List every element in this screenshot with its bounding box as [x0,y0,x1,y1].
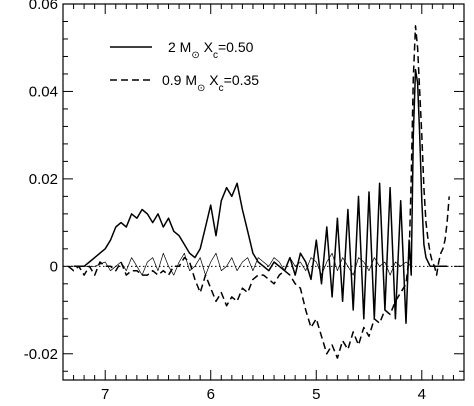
x-tick-label: 5 [312,386,320,403]
legend-label-dashed: 0.9 M⊙ Xc=0.35 [162,72,259,94]
tick-group [63,3,464,380]
x-tick-label: 6 [207,386,215,403]
series-line-thin [84,252,412,276]
plot-frame [62,3,465,381]
y-tick-label: 0.02 [29,171,58,188]
x-tick-label: 4 [418,386,426,403]
tick-label-group: 7 6 5 4 -0.02 0 0.02 0.04 0.06 [24,0,426,403]
x-tick-label: 7 [101,386,109,403]
y-tick-label: -0.02 [24,346,58,363]
legend: 2 M⊙ Xc=0.50 0.9 M⊙ Xc=0.35 [110,39,259,94]
y-tick-label: 0.04 [29,83,58,100]
y-tick-label: 0.06 [29,0,58,13]
series-line-solid [73,68,448,324]
legend-label-solid: 2 M⊙ Xc=0.50 [168,39,254,61]
series-line-dashed [67,25,450,359]
series-group [67,25,450,359]
y-tick-label: 0 [50,258,58,275]
